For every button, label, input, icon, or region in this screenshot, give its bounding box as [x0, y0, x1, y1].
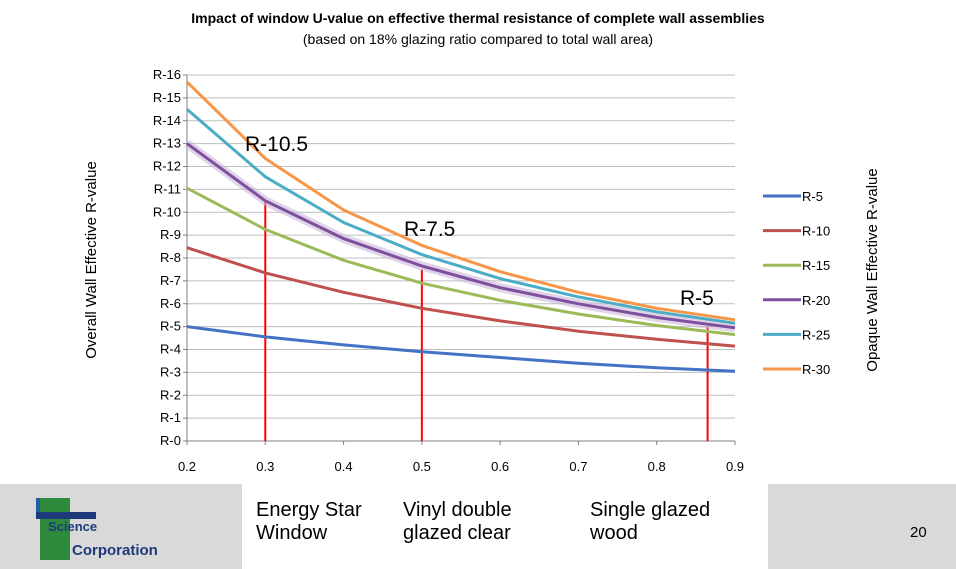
series-line-r-15 [186, 186, 736, 337]
y-tick-label: R-11 [154, 181, 181, 196]
y-tick-label: R-9 [160, 227, 181, 242]
annotation-label: R-10.5 [245, 133, 308, 156]
chart-subtitle: (based on 18% glazing ratio compared to … [302, 31, 654, 47]
y-tick-label: R-4 [160, 342, 181, 357]
legend-label: R-5 [802, 189, 823, 204]
series-line-r-5 [186, 325, 736, 373]
category-label-single-glazed: Single glazed wood [590, 499, 711, 544]
legend-label: R-25 [802, 327, 830, 342]
legend-label: R-30 [802, 362, 830, 377]
x-tick-label: 0.3 [256, 459, 274, 474]
category-labels-panel [242, 484, 768, 569]
page-number: 20 [910, 524, 927, 541]
x-tick-label: 0.2 [178, 459, 196, 474]
y-tick-label: R-13 [153, 136, 181, 151]
y-tick-label: R-14 [153, 113, 181, 128]
y-tick-label: R-1 [160, 410, 181, 425]
y-tick-label: R-2 [160, 387, 181, 402]
series-line-r-20 [186, 142, 736, 330]
x-tick-label: 0.8 [648, 459, 666, 474]
y-tick-label: R-8 [160, 250, 181, 265]
line-chart: Overall Wall Effective R-value Opaque Wa… [83, 67, 881, 474]
category-label-energy-star: Energy Star Window [256, 499, 362, 544]
y-tick-label: R-15 [153, 90, 181, 105]
y-tick-label: R-6 [160, 296, 181, 311]
chart-title: Impact of window U-value on effective th… [191, 10, 765, 26]
series-line-r-10 [186, 246, 736, 348]
series-line-glow [184, 139, 736, 333]
y-tick-label: R-10 [153, 204, 181, 219]
company-logo: Science Corporation [36, 498, 206, 560]
x-tick-label: 0.9 [726, 459, 744, 474]
annotation-label: R-5 [680, 287, 714, 310]
logo-line1: Science [48, 519, 97, 534]
y-tick-label: R-5 [160, 319, 181, 334]
annotation-label: R-7.5 [404, 218, 455, 241]
legend-axis-label: Opaque Wall Effective R-value [864, 168, 881, 371]
x-tick-label: 0.4 [335, 459, 353, 474]
series-line-r-25 [186, 108, 736, 325]
y-tick-label: R-3 [160, 364, 181, 379]
x-tick-label: 0.5 [413, 459, 431, 474]
series-line-r-30 [185, 80, 736, 322]
y-tick-label: R-7 [160, 273, 181, 288]
x-tick-label: 0.6 [491, 459, 509, 474]
y-tick-label: R-12 [153, 159, 181, 174]
y-tick-label: R-0 [160, 433, 181, 448]
x-tick-label: 0.7 [569, 459, 587, 474]
category-label-vinyl-double: Vinyl double glazed clear [403, 499, 512, 544]
legend-label: R-20 [802, 293, 830, 308]
y-axis-label: Overall Wall Effective R-value [83, 161, 100, 359]
legend-label: R-10 [802, 224, 830, 239]
y-tick-label: R-16 [153, 67, 181, 82]
legend-label: R-15 [802, 258, 830, 273]
logo-line2: Corporation [72, 542, 158, 559]
